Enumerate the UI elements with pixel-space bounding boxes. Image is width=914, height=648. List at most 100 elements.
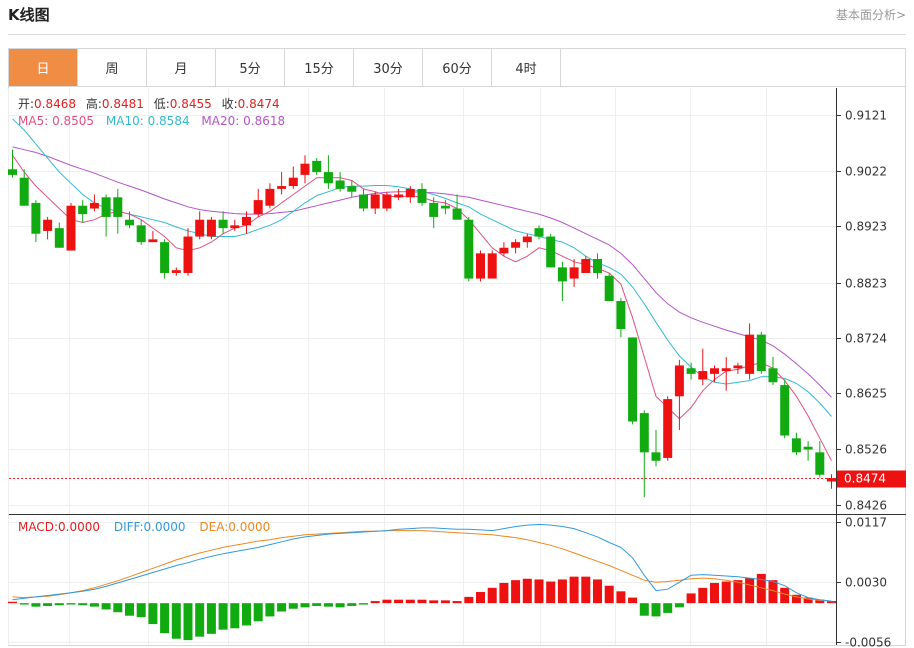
y-tick-label: 0.8426 (845, 499, 887, 513)
candle-body (359, 194, 368, 209)
candle-body (768, 368, 778, 383)
candle-body (464, 219, 474, 279)
macd-bar (604, 585, 614, 604)
candle-body (534, 228, 544, 237)
candle-body (698, 371, 708, 380)
macd-bar (476, 592, 485, 604)
macd-bar (616, 591, 626, 604)
candle-body (265, 188, 275, 206)
candle-body (721, 368, 731, 372)
candle-body (815, 452, 825, 475)
candle-body (113, 197, 123, 217)
candle-body (628, 337, 638, 422)
candle-body (686, 368, 696, 374)
last-price-tag (837, 470, 906, 488)
candle-body (171, 270, 181, 273)
macd-bar (54, 603, 64, 606)
macd-bar (803, 597, 813, 604)
y-tick-label: 0.8526 (845, 443, 887, 457)
macd-bar (101, 603, 111, 610)
macd-bar (417, 599, 427, 604)
tab-4h[interactable]: 4时 (492, 49, 561, 86)
y-tick-label: 0.9022 (845, 165, 887, 179)
macd-panel (8, 523, 836, 641)
macd-bar (815, 599, 825, 604)
candle-body (323, 172, 333, 184)
macd-bar (183, 603, 193, 641)
macd-bar (791, 594, 801, 604)
candle-body (557, 267, 567, 282)
macd-bar (780, 587, 790, 604)
macd-bar (253, 603, 263, 622)
candle-body (733, 365, 743, 369)
candle-body (593, 258, 602, 273)
macd-bar (674, 603, 684, 608)
candle-body (125, 219, 134, 226)
candle-body (31, 202, 41, 234)
tab-30min[interactable]: 30分 (354, 49, 423, 86)
macd-bar (569, 576, 579, 604)
diff-line (12, 523, 832, 602)
candle-body (827, 478, 836, 482)
candle-body (78, 205, 88, 215)
tab-60min[interactable]: 60分 (423, 49, 492, 86)
ma-legend: MA5: 0.8505 MA10: 0.8584 MA20: 0.8618 (18, 114, 285, 128)
candle-body (335, 180, 345, 189)
macd-bar (265, 603, 275, 617)
macd-bar (242, 603, 251, 626)
tab-15min[interactable]: 15分 (285, 49, 354, 86)
macd-bar (347, 603, 357, 606)
macd-bar (593, 579, 602, 604)
y-tick-label: 0.8823 (845, 277, 887, 291)
candle-body (288, 177, 298, 187)
ohlc-readout: 开:0.8468 高:0.8481 低:0.8455 收:0.8474 (18, 96, 280, 111)
candle-body (183, 236, 193, 273)
candle-body (54, 228, 64, 248)
candle-body (429, 202, 439, 217)
period-tabs: 日 周 月 5分 15分 30分 60分 4时 (9, 49, 905, 87)
macd-bar (300, 603, 310, 608)
candle-body (382, 194, 392, 209)
candle-body (195, 219, 205, 237)
ma-lines (12, 118, 832, 461)
candle-body (66, 205, 76, 251)
fundamental-analysis-link[interactable]: 基本面分析> (835, 8, 906, 22)
macd-bar (768, 580, 778, 604)
macd-bar (359, 603, 368, 605)
candle-body (710, 368, 719, 374)
macd-bar (756, 573, 766, 604)
macd-bar (31, 603, 41, 607)
macd-bar (546, 581, 556, 604)
macd-bar (89, 603, 99, 607)
tab-day[interactable]: 日 (9, 49, 78, 86)
macd-bar (733, 580, 743, 604)
last-price-label: 0.8474 (844, 472, 886, 486)
macd-y-tick-label: 0.0030 (845, 576, 887, 590)
macd-bar (288, 603, 298, 609)
macd-bar (686, 593, 696, 604)
candle-body (370, 194, 380, 209)
macd-bar (382, 599, 392, 604)
macd-bar (218, 603, 228, 630)
macd-bar (113, 603, 123, 613)
macd-bar (710, 582, 719, 604)
macd-bar (698, 587, 708, 604)
candle-body (253, 200, 263, 215)
macd-bar (206, 603, 216, 634)
candle-body (476, 253, 485, 279)
macd-bar (148, 603, 158, 625)
candle-body (8, 169, 17, 175)
tab-month[interactable]: 月 (147, 49, 216, 86)
macd-bar (663, 603, 673, 613)
macd-bar (581, 576, 591, 604)
macd-bar (639, 603, 649, 616)
tab-week[interactable]: 周 (78, 49, 147, 86)
macd-bar (452, 601, 462, 604)
macd-bar (195, 603, 205, 637)
macd-legend: MACD:0.0000 DIFF:0.0000 DEA:0.0000 (18, 520, 270, 534)
header-divider (8, 34, 906, 35)
macd-bar (43, 603, 53, 606)
tab-5min[interactable]: 5分 (216, 49, 285, 86)
candle-body (522, 236, 532, 243)
